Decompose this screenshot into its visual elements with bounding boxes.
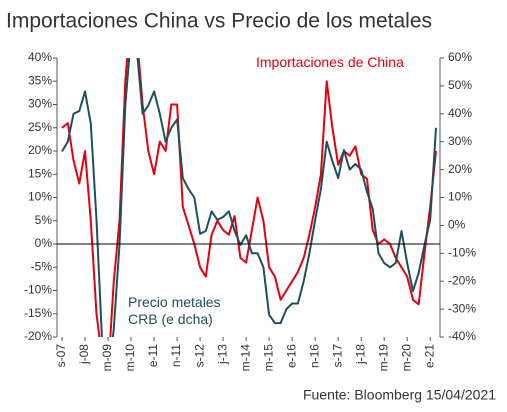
y-tick-label: -10% xyxy=(24,283,52,297)
y2-tick-label: 50% xyxy=(448,78,472,92)
y2-tick-label: -20% xyxy=(448,273,476,287)
series-label: Precio metales CRB (e dcha) xyxy=(128,294,221,327)
x-tick-label: s-12 xyxy=(192,344,206,368)
y2-tick-label: 20% xyxy=(448,162,472,176)
y2-tick-label: 40% xyxy=(448,106,472,120)
x-tick-label: n-16 xyxy=(307,344,321,368)
x-tick-label: j-08 xyxy=(77,344,91,365)
y-tick-label: 5% xyxy=(35,213,53,227)
y-tick-label: 25% xyxy=(28,120,52,134)
y-tick-label: 15% xyxy=(28,166,52,180)
x-tick-label: m-10 xyxy=(123,344,137,372)
source: Fuente: Bloomberg 15/04/2021 xyxy=(303,387,496,403)
x-tick-label: e-16 xyxy=(284,344,298,368)
y-tick-label: 30% xyxy=(28,97,52,111)
x-tick-label: s-07 xyxy=(54,344,68,368)
x-tick-label: j-18 xyxy=(353,344,367,365)
y2-tick-label: 0% xyxy=(448,218,466,232)
x-tick-label: m-20 xyxy=(399,344,413,372)
x-tick-label: j-13 xyxy=(215,344,229,365)
series-label: Importaciones de China xyxy=(256,54,404,70)
y2-tick-label: -40% xyxy=(448,329,476,343)
series-line xyxy=(61,58,437,337)
x-tick-label: m-19 xyxy=(376,344,390,372)
y-tick-label: 10% xyxy=(28,190,52,204)
y2-tick-label: 10% xyxy=(448,190,472,204)
x-tick-label: m-15 xyxy=(261,344,275,372)
y-tick-label: -15% xyxy=(24,306,52,320)
x-tick-label: s-17 xyxy=(330,344,344,368)
chart-title: Importaciones China vs Precio de los met… xyxy=(6,10,432,33)
y2-tick-label: 60% xyxy=(448,50,472,64)
y-tick-label: -20% xyxy=(24,329,52,343)
y2-tick-label: -30% xyxy=(448,301,476,315)
y-tick-label: 0% xyxy=(35,236,53,250)
x-tick-label: e-11 xyxy=(146,344,160,367)
x-tick-label: m-14 xyxy=(238,344,252,372)
y-tick-label: 40% xyxy=(28,50,52,64)
x-tick-label: e-21 xyxy=(422,344,436,368)
x-tick-label: m-09 xyxy=(100,344,114,372)
y-tick-label: -5% xyxy=(31,259,53,273)
y2-tick-label: 30% xyxy=(448,134,472,148)
y-tick-label: 20% xyxy=(28,143,52,157)
x-tick-label: n-11 xyxy=(169,344,183,367)
y-tick-label: 35% xyxy=(28,73,52,87)
y2-tick-label: -10% xyxy=(448,245,476,259)
